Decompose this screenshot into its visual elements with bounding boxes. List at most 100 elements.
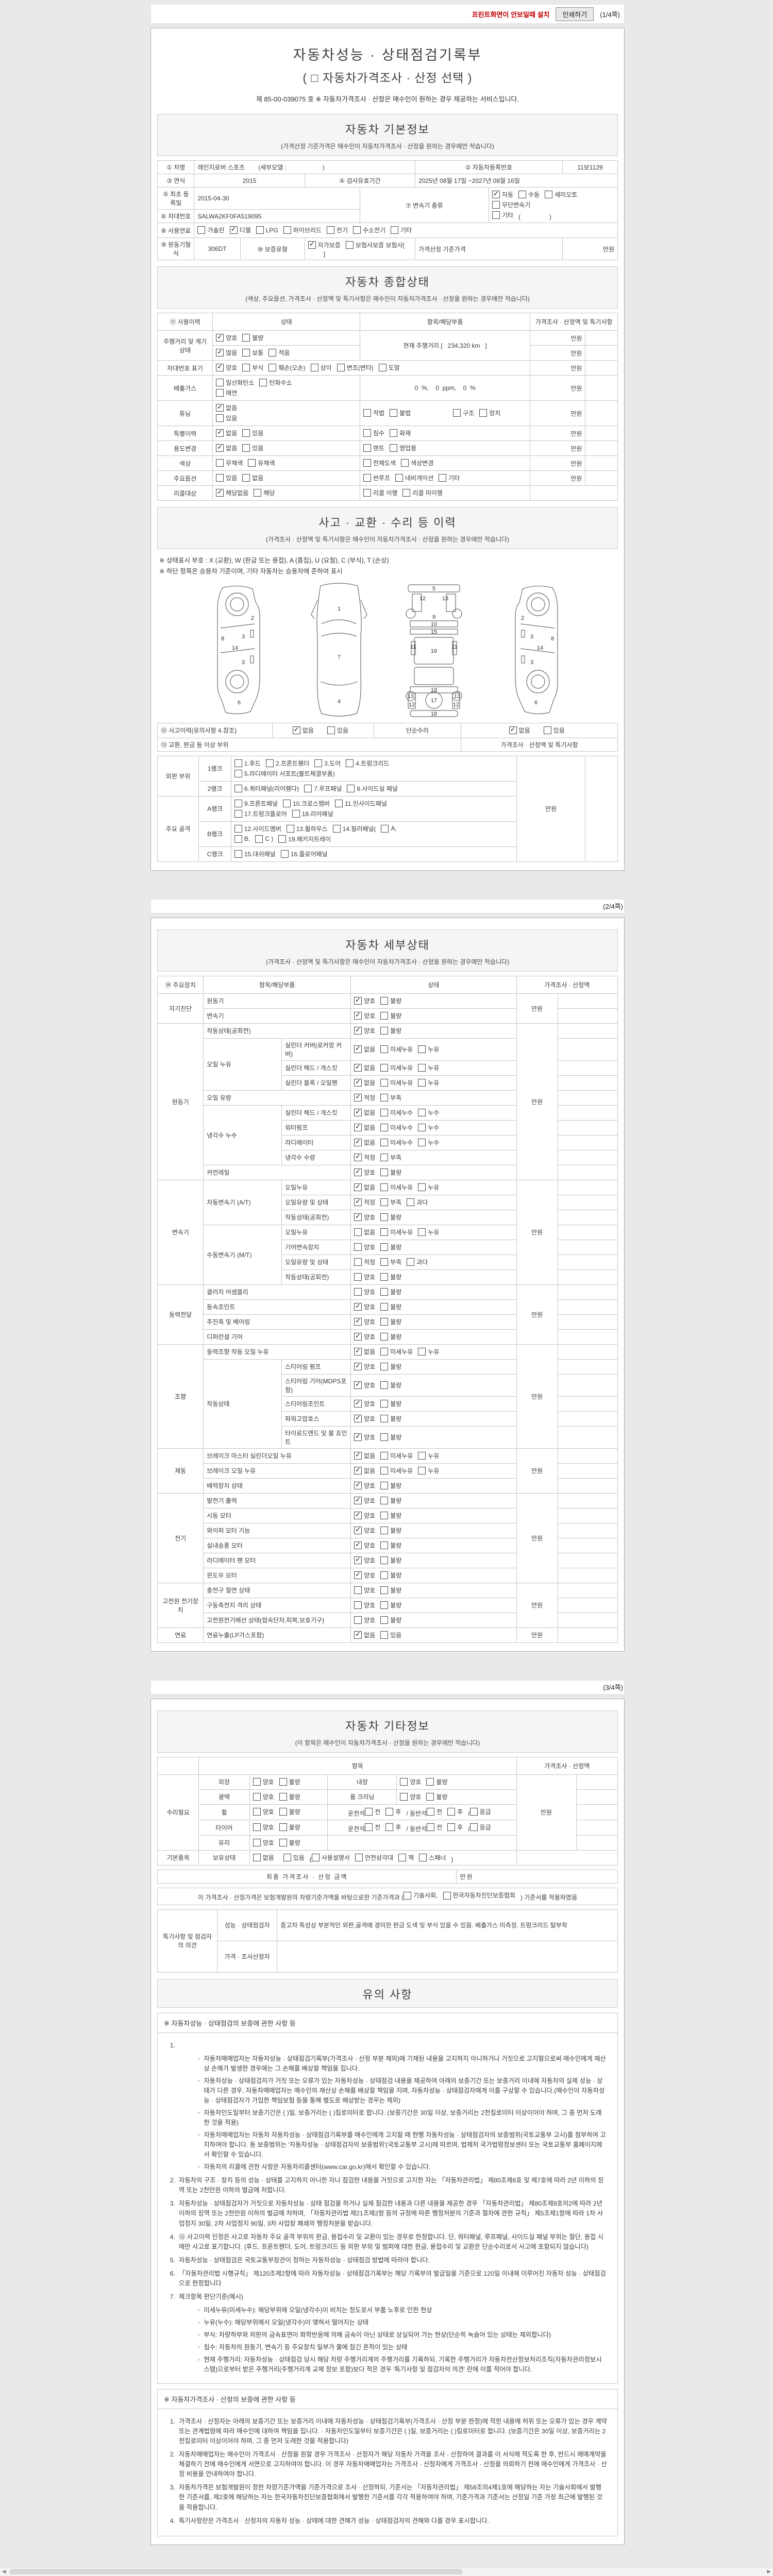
checkbox[interactable] [304, 784, 312, 792]
checkbox[interactable] [380, 1183, 389, 1191]
scroll-right-arrow[interactable]: ▶ [765, 2568, 773, 2575]
checkbox[interactable] [234, 799, 242, 807]
checkbox[interactable] [418, 1451, 426, 1460]
checkbox[interactable] [354, 1138, 362, 1146]
checkbox[interactable] [427, 1807, 435, 1816]
checkbox[interactable] [380, 1093, 389, 1101]
checkbox[interactable] [479, 409, 488, 417]
checkbox[interactable] [418, 1466, 426, 1475]
checkbox[interactable] [418, 1123, 426, 1131]
checkbox[interactable] [278, 835, 287, 843]
checkbox[interactable] [380, 1213, 389, 1221]
checkbox[interactable] [279, 1792, 287, 1801]
checkbox[interactable] [256, 226, 264, 234]
checkbox[interactable] [380, 1511, 389, 1519]
checkbox[interactable] [380, 1399, 389, 1408]
checkbox[interactable] [418, 1228, 426, 1236]
checkbox[interactable] [279, 1777, 287, 1786]
checkbox[interactable] [447, 1823, 456, 1831]
checkbox[interactable] [216, 389, 224, 397]
checkbox[interactable] [354, 1026, 362, 1035]
checkbox[interactable] [253, 1808, 261, 1816]
checkbox[interactable] [380, 1078, 389, 1087]
checkbox[interactable] [385, 1823, 394, 1831]
checkbox[interactable] [354, 1302, 362, 1311]
checkbox[interactable] [354, 1601, 362, 1609]
checkbox[interactable] [334, 799, 343, 807]
checkbox[interactable] [380, 1414, 389, 1422]
checkbox[interactable] [354, 996, 362, 1005]
checkbox[interactable] [327, 726, 335, 734]
checkbox[interactable] [380, 1243, 389, 1251]
checkbox[interactable] [354, 1273, 362, 1281]
checkbox[interactable] [292, 809, 300, 818]
checkbox[interactable] [380, 1317, 389, 1326]
checkbox[interactable] [354, 1511, 362, 1519]
checkbox[interactable] [380, 1026, 389, 1035]
checkbox[interactable] [385, 1807, 394, 1816]
checkbox[interactable] [354, 1586, 362, 1594]
checkbox[interactable] [380, 1347, 389, 1355]
checkbox[interactable] [354, 1167, 362, 1176]
checkbox[interactable] [346, 759, 354, 767]
checkbox[interactable] [354, 1399, 362, 1408]
checkbox[interactable] [234, 784, 242, 792]
checkbox[interactable] [354, 1287, 362, 1296]
checkbox[interactable] [427, 1823, 435, 1831]
checkbox[interactable] [380, 1526, 389, 1534]
checkbox[interactable] [391, 226, 399, 234]
checkbox[interactable] [354, 1123, 362, 1131]
checkbox[interactable] [380, 1481, 389, 1489]
checkbox[interactable] [492, 190, 500, 198]
checkbox[interactable] [400, 1792, 408, 1801]
checkbox[interactable] [390, 444, 397, 452]
checkbox[interactable] [418, 1347, 426, 1355]
checkbox[interactable] [426, 1792, 434, 1801]
checkbox[interactable] [380, 1123, 389, 1131]
checkbox[interactable] [354, 1496, 362, 1504]
checkbox[interactable] [381, 824, 389, 833]
checkbox[interactable] [402, 489, 411, 497]
checkbox[interactable] [404, 1891, 411, 1900]
checkbox[interactable] [453, 409, 461, 417]
checkbox[interactable] [234, 850, 242, 858]
checkbox[interactable] [354, 1432, 362, 1441]
checkbox[interactable] [354, 1362, 362, 1370]
checkbox[interactable] [354, 1093, 362, 1101]
checkbox[interactable] [279, 1808, 287, 1816]
checkbox[interactable] [418, 1183, 426, 1191]
scroll-left-arrow[interactable]: ◀ [0, 2568, 8, 2575]
checkbox[interactable] [354, 1347, 362, 1355]
checkbox[interactable] [259, 379, 267, 386]
checkbox[interactable] [365, 1807, 373, 1816]
checkbox[interactable] [365, 1823, 373, 1831]
checkbox[interactable] [354, 1243, 362, 1251]
checkbox[interactable] [407, 1258, 415, 1266]
checkbox[interactable] [363, 474, 371, 482]
checkbox[interactable] [426, 1777, 434, 1786]
checkbox[interactable] [279, 1823, 287, 1831]
checkbox[interactable] [401, 459, 409, 467]
checkbox[interactable] [216, 414, 224, 422]
checkbox[interactable] [380, 1228, 389, 1236]
checkbox[interactable] [380, 1496, 389, 1504]
checkbox[interactable] [234, 835, 242, 843]
checkbox[interactable] [380, 1153, 389, 1161]
checkbox[interactable] [253, 1792, 261, 1801]
checkbox[interactable] [253, 1823, 261, 1831]
checkbox[interactable] [216, 363, 224, 371]
checkbox[interactable] [354, 1466, 362, 1475]
checkbox[interactable] [253, 1838, 261, 1846]
checkbox[interactable] [380, 1258, 389, 1266]
checkbox[interactable] [352, 226, 361, 234]
checkbox[interactable] [354, 1063, 362, 1072]
checkbox[interactable] [332, 824, 341, 833]
checkbox[interactable] [216, 333, 224, 342]
checkbox[interactable] [492, 211, 500, 219]
checkbox[interactable] [380, 1045, 389, 1053]
checkbox[interactable] [390, 409, 397, 417]
checkbox[interactable] [280, 850, 289, 858]
checkbox[interactable] [242, 364, 250, 371]
checkbox[interactable] [518, 191, 527, 198]
checkbox[interactable] [354, 1332, 362, 1341]
